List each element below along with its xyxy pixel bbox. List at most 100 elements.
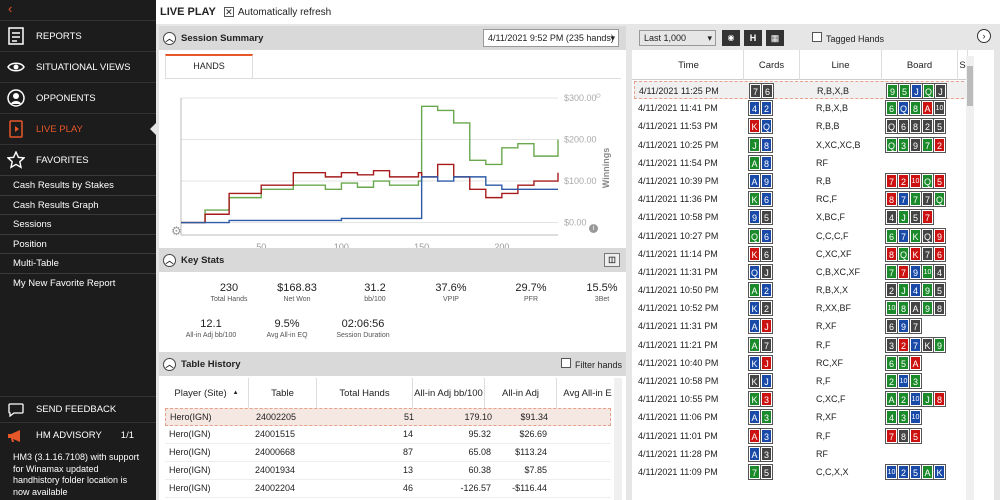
card: K <box>748 354 761 371</box>
column-header[interactable]: Total Hands <box>317 378 413 408</box>
table-cell: Hero(IGN) <box>169 465 211 475</box>
info-icon[interactable]: i <box>589 224 598 233</box>
filter-hands-box[interactable] <box>560 358 571 368</box>
hand-row[interactable]: 4/11/2021 11:21 PM A 7 R,F 3 2 7 K 9 <box>634 336 974 354</box>
hand-row[interactable]: 4/11/2021 11:53 PM K Q R,B,B Q 6 8 2 5 <box>634 117 974 135</box>
eye-icon <box>6 57 26 77</box>
hand-row[interactable]: 4/11/2021 10:40 PM K J RC,XF 6 5 A <box>634 354 974 372</box>
hand-row[interactable]: 4/11/2021 10:52 PM K 2 R,XX,BF 10 8 A 9 8 <box>634 299 974 317</box>
card: 3 <box>909 373 922 389</box>
column-header[interactable]: All-in Adj <box>485 378 557 408</box>
collapse-icon[interactable]: ︿ <box>163 253 176 267</box>
card: A <box>748 172 761 189</box>
hand-line: R,XF <box>816 412 837 423</box>
hm-advisory-header[interactable]: HM ADVISORY 1/1 <box>0 422 156 448</box>
send-feedback-button[interactable]: SEND FEEDBACK <box>0 396 156 422</box>
hand-row[interactable]: 4/11/2021 10:55 PM K 3 C,XC,F A 2 10 J 8 <box>634 390 974 408</box>
replay-button[interactable]: ◉ <box>722 30 740 46</box>
column-header[interactable]: Time <box>634 50 744 80</box>
favorite-item[interactable]: Cash Results by Stakes <box>0 175 156 195</box>
filter-hands-checkbox[interactable]: Filter hands <box>560 358 622 370</box>
collapse-icon[interactable]: ︿ <box>163 31 176 45</box>
sidebar-item-reports[interactable]: REPORTS <box>0 20 156 51</box>
hand-line: C,C,X,X <box>816 466 849 477</box>
back-arrow-icon[interactable]: ‹ <box>8 1 13 16</box>
column-header[interactable]: Line <box>800 50 882 80</box>
collapse-icon[interactable]: ︿ <box>163 357 176 371</box>
column-header[interactable]: Table <box>249 378 317 408</box>
hand-row[interactable]: 4/11/2021 10:25 PM J 8 X,XC,XC,B Q 3 9 7 2 <box>634 136 974 154</box>
board-cards: 10 2 5 A K <box>885 463 946 480</box>
hand-row[interactable]: 4/11/2021 10:58 PM K J R,F 2 10 3 <box>634 372 974 390</box>
sidebar-item-live-play[interactable]: LIVE PLAY <box>0 113 156 144</box>
hand-row[interactable]: 4/11/2021 11:09 PM 7 5 C,C,X,X 10 2 5 A K <box>634 463 974 481</box>
grid-view-icon[interactable]: ▦ <box>766 30 784 46</box>
hands-tab-label: HANDS <box>193 61 225 71</box>
next-arrow-icon[interactable]: › <box>977 29 991 43</box>
hand-row[interactable]: 4/11/2021 11:06 PM A 3 R,XF 4 3 10 <box>634 408 974 426</box>
y-tick-label: $200.00 <box>564 135 597 145</box>
hand-row[interactable]: 4/11/2021 11:41 PM 4 2 R,B,X,B 6 Q 8 A 10 <box>634 99 974 117</box>
card: 7 <box>749 83 762 99</box>
card: 8 <box>909 100 922 117</box>
hands-tab[interactable]: HANDS <box>165 54 253 78</box>
zoom-icon[interactable]: ⌕ <box>595 88 602 102</box>
tagged-hands-box[interactable] <box>812 32 822 42</box>
table-cell: 24002205 <box>256 412 297 422</box>
advisory-text[interactable]: HM3 (3.1.16.7108) with support for Winam… <box>13 452 140 497</box>
tagged-hands-checkbox[interactable]: Tagged Hands <box>812 32 884 44</box>
hand-row[interactable]: 4/11/2021 11:01 PM A 3 R,F 7 8 5 <box>634 427 974 445</box>
gear-icon[interactable]: ⚙ <box>171 224 182 238</box>
hud-button[interactable]: H <box>744 30 762 46</box>
favorite-item[interactable]: Cash Results Graph <box>0 194 156 215</box>
hand-row[interactable]: 4/11/2021 11:54 PM A 8 RF <box>634 154 974 172</box>
hand-row[interactable]: 4/11/2021 11:25 PM 7 6 R,B,X,B 9 5 J Q J <box>634 81 974 100</box>
column-header[interactable]: Cards <box>744 50 800 80</box>
hand-time: 4/11/2021 10:58 PM <box>638 376 719 386</box>
favorite-item[interactable]: Multi-Table <box>0 253 156 273</box>
table-history-scrollbar[interactable] <box>614 378 622 500</box>
column-header[interactable]: All-in Adj bb/100 <box>413 378 485 408</box>
sidebar-item-opponents[interactable]: OPPONENTS <box>0 82 156 113</box>
hand-row[interactable]: 4/11/2021 10:58 PM 9 5 X,BC,F 4 J 5 7 <box>634 208 974 226</box>
favorite-item[interactable]: My New Favorite Report <box>0 272 156 293</box>
card: 2 <box>897 336 910 353</box>
stat-value: 9.5% <box>274 318 300 330</box>
sidebar-item-favorites[interactable]: FAVORITES <box>0 144 156 175</box>
table-cell: 24000668 <box>255 447 296 457</box>
hand-row[interactable]: 4/11/2021 10:50 PM A 2 R,B,X,X 2 J 4 9 5 <box>634 281 974 299</box>
column-header[interactable]: Avg All-in E <box>557 378 619 408</box>
hand-row[interactable]: 4/11/2021 11:31 PM Q J C,B,XC,XF 7 7 9 10 4 <box>634 263 974 281</box>
card: 2 <box>760 300 773 317</box>
hand-row[interactable]: 4/11/2021 11:36 PM K 6 RC,F 8 7 7 7 Q <box>634 190 974 208</box>
hand-row[interactable]: 4/11/2021 11:31 PM A J R,XF 6 9 7 <box>634 317 974 335</box>
favorite-item[interactable]: Sessions <box>0 214 156 234</box>
card: 5 <box>898 83 911 99</box>
session-select[interactable]: 4/11/2021 9:52 PM (235 hands) ▾ <box>483 29 619 47</box>
hand-range-select[interactable]: Last 1,000 ▾ <box>639 30 716 46</box>
star-icon <box>6 150 26 170</box>
favorite-item[interactable]: Position <box>0 233 156 254</box>
hand-row[interactable]: 4/11/2021 10:39 PM A 9 R,B 7 2 10 Q 5 <box>634 172 974 190</box>
hands-scrollbar[interactable] <box>966 56 974 500</box>
dropdown-arrow-icon: ▾ <box>610 33 615 43</box>
table-row[interactable]: Hero(IGN) 24001515 14 95.32 $26.69 <box>165 426 611 444</box>
sidebar-item-situational-views[interactable]: SITUATIONAL VIEWS <box>0 51 156 82</box>
auto-refresh-label: Automatically refresh <box>237 6 332 18</box>
stat-cell: 29.7% PFR <box>496 282 566 303</box>
hand-row[interactable]: 4/11/2021 11:14 PM K 6 C,XC,XF 8 Q K 7 6 <box>634 245 974 263</box>
table-row[interactable]: Hero(IGN) 24002205 51 179.10 $91.34 <box>165 408 611 426</box>
column-header[interactable]: Player (Site) ▲ <box>165 378 249 408</box>
table-row[interactable]: Hero(IGN) 24002204 46 -126.57 -$116.44 <box>165 480 611 498</box>
table-row[interactable]: Hero(IGN) 24001934 13 60.38 $7.85 <box>165 462 611 480</box>
hand-row[interactable]: 4/11/2021 11:28 PM A 3 RF <box>634 445 974 463</box>
card: 9 <box>886 83 899 99</box>
card: 4 <box>933 263 946 280</box>
hands-scrollbar-thumb[interactable] <box>967 66 973 106</box>
column-header[interactable]: Board <box>882 50 958 80</box>
table-row[interactable]: Hero(IGN) 24000668 87 65.08 $113.24 <box>165 444 611 462</box>
hand-row[interactable]: 4/11/2021 10:27 PM Q 6 C,C,C,F 6 7 K Q 9 <box>634 227 974 245</box>
sidebar-item-label: LIVE PLAY <box>36 123 83 135</box>
auto-refresh-checkbox[interactable]: ✕ <box>223 7 234 17</box>
layout-toggle-icon[interactable]: ◫ <box>604 253 620 267</box>
